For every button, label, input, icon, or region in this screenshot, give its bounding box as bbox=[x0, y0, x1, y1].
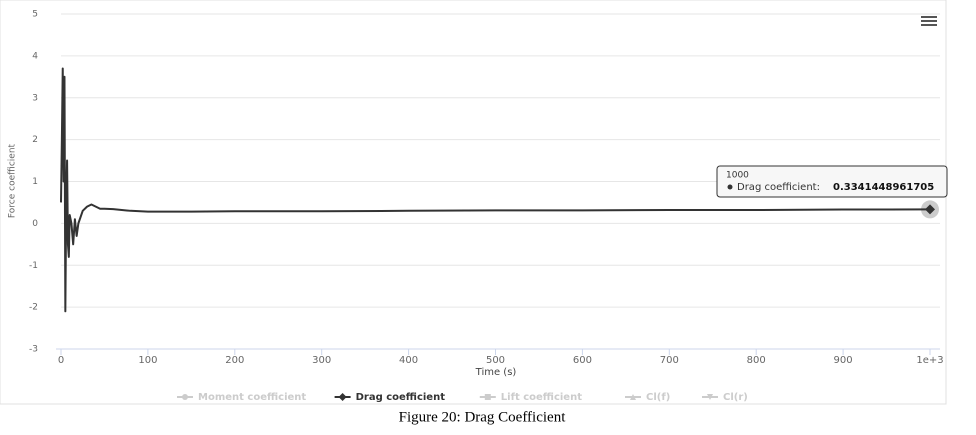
y-tick-label: 5 bbox=[32, 10, 38, 20]
y-tick-label: 0 bbox=[32, 219, 38, 229]
y-tick-label: -2 bbox=[29, 303, 38, 313]
tooltip-value: 0.3341448961705 bbox=[833, 182, 934, 193]
legend-symbol bbox=[484, 394, 491, 400]
legend-label: Lift coefficient bbox=[501, 392, 582, 403]
y-tick-label: 1 bbox=[32, 177, 38, 187]
x-tick-label: 400 bbox=[399, 355, 418, 366]
x-tick-label: 300 bbox=[312, 355, 331, 366]
y-tick-label: 4 bbox=[32, 51, 38, 61]
x-tick-label: 700 bbox=[660, 355, 679, 366]
y-tick-label: 3 bbox=[32, 93, 38, 103]
x-tick-label: 100 bbox=[138, 355, 157, 366]
y-tick-label: 2 bbox=[32, 135, 38, 145]
legend-symbol bbox=[182, 394, 188, 400]
legend-label: Moment coefficient bbox=[198, 392, 306, 403]
x-tick-label: 600 bbox=[573, 355, 592, 366]
y-tick-label: -3 bbox=[29, 345, 38, 355]
legend-symbol bbox=[707, 394, 713, 400]
hover-point bbox=[925, 204, 935, 215]
legend-symbol bbox=[630, 394, 636, 400]
tooltip-box bbox=[716, 165, 948, 198]
x-tick-label: 500 bbox=[486, 355, 505, 366]
x-tick-label: 900 bbox=[834, 355, 853, 366]
tooltip-dot bbox=[727, 184, 733, 190]
legend-item[interactable]: Moment coefficient bbox=[177, 392, 306, 403]
menu-bar bbox=[921, 16, 937, 18]
caption: Figure 20: Drag Coefficient bbox=[399, 409, 567, 425]
x-tick-label: 200 bbox=[225, 355, 244, 366]
x-tick-label: 0 bbox=[58, 355, 64, 366]
legend-label: Cl(f) bbox=[646, 392, 670, 403]
legend-label: Drag coefficient bbox=[356, 392, 446, 403]
legend-item[interactable]: Cl(r) bbox=[702, 392, 748, 403]
data-line bbox=[60, 67, 931, 313]
menu-bar bbox=[921, 24, 937, 26]
legend-label: Cl(r) bbox=[723, 392, 748, 403]
menu-button[interactable] bbox=[921, 16, 937, 26]
x-tick-label: 800 bbox=[747, 355, 766, 366]
tooltip-header: 1000 bbox=[726, 171, 749, 181]
legend-item[interactable]: Lift coefficient bbox=[479, 392, 582, 403]
tooltip-label: Drag coefficient: bbox=[737, 182, 820, 193]
y-axis-title: Force coefficient bbox=[8, 143, 18, 218]
x-axis-title: Time (s) bbox=[475, 367, 517, 378]
menu-bar bbox=[921, 20, 937, 22]
legend-item[interactable]: Drag coefficient bbox=[334, 392, 446, 403]
legend-item[interactable]: Cl(f) bbox=[625, 392, 670, 403]
y-tick-label: -1 bbox=[29, 261, 38, 271]
legend-symbol bbox=[338, 393, 347, 401]
x-tick-label: 1e+3 bbox=[916, 355, 943, 366]
chart-frame bbox=[0, 0, 947, 405]
